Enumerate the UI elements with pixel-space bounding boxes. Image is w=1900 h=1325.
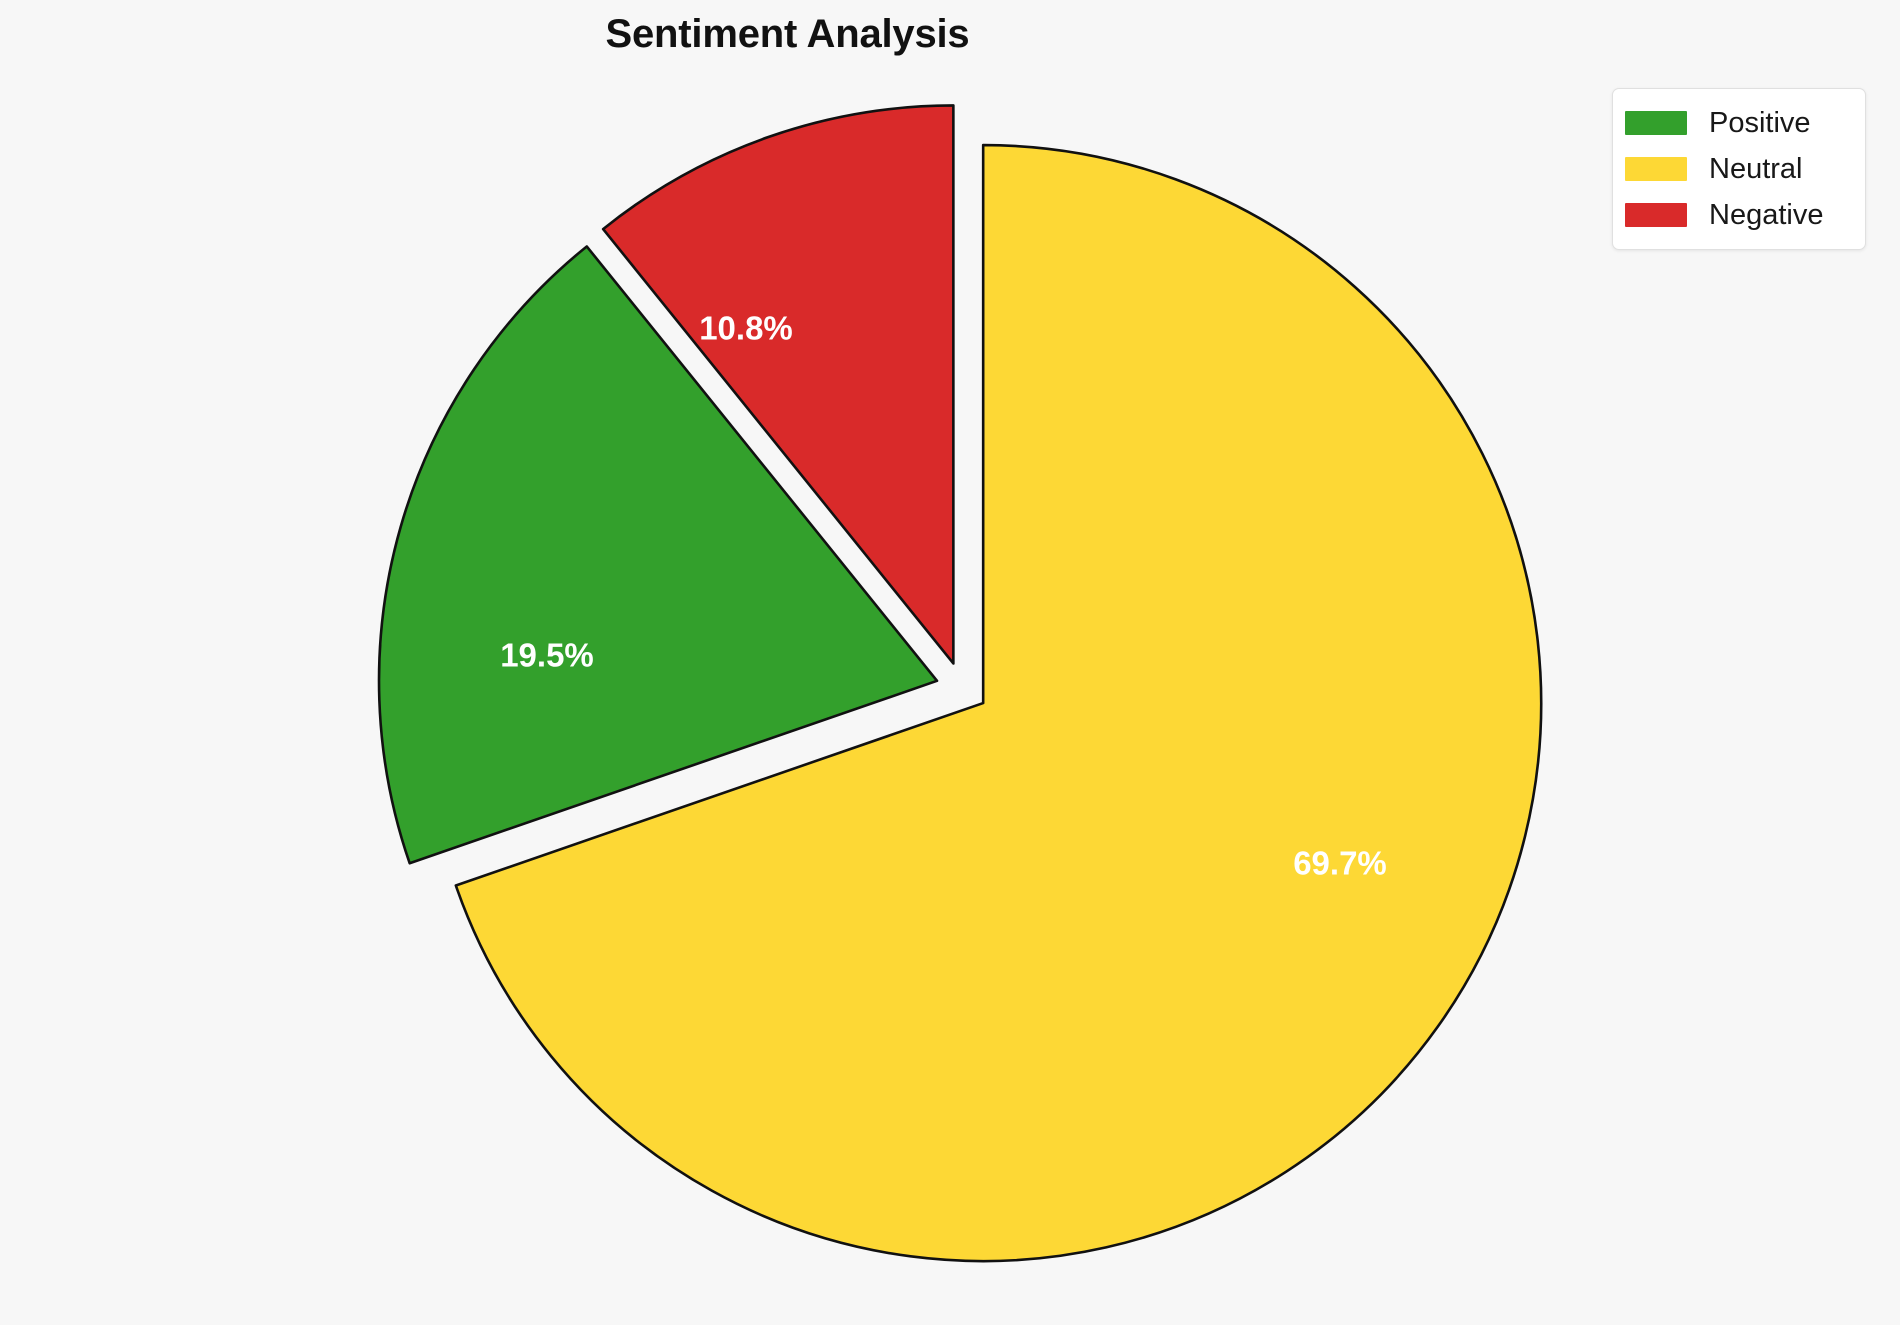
pie-slice-neutral[interactable] [454,143,1543,1263]
legend-label-negative: Negative [1709,198,1824,231]
pie-slice-label-positive: 19.5% [500,637,594,674]
pie-slice-label-neutral: 69.7% [1293,845,1387,882]
legend-swatch-neutral [1625,157,1687,181]
legend-item-neutral[interactable]: Neutral [1625,146,1851,192]
page-title: Sentiment Analysis [605,12,970,56]
legend-label-positive: Positive [1709,106,1811,139]
pie-slice-positive[interactable] [377,245,939,865]
legend-label-neutral: Neutral [1709,152,1803,185]
legend: Positive Neutral Negative [1612,88,1866,250]
pie-slice-label-negative: 10.8% [699,310,793,347]
legend-swatch-negative [1625,203,1687,227]
pie-labels-group: 69.7% 19.5% 10.8% [500,310,1387,882]
legend-item-positive[interactable]: Positive [1625,100,1851,146]
legend-swatch-positive [1625,111,1687,135]
legend-item-negative[interactable]: Negative [1625,192,1851,238]
pie-slices-group [377,104,1543,1263]
pie-slice-negative[interactable] [601,104,955,665]
